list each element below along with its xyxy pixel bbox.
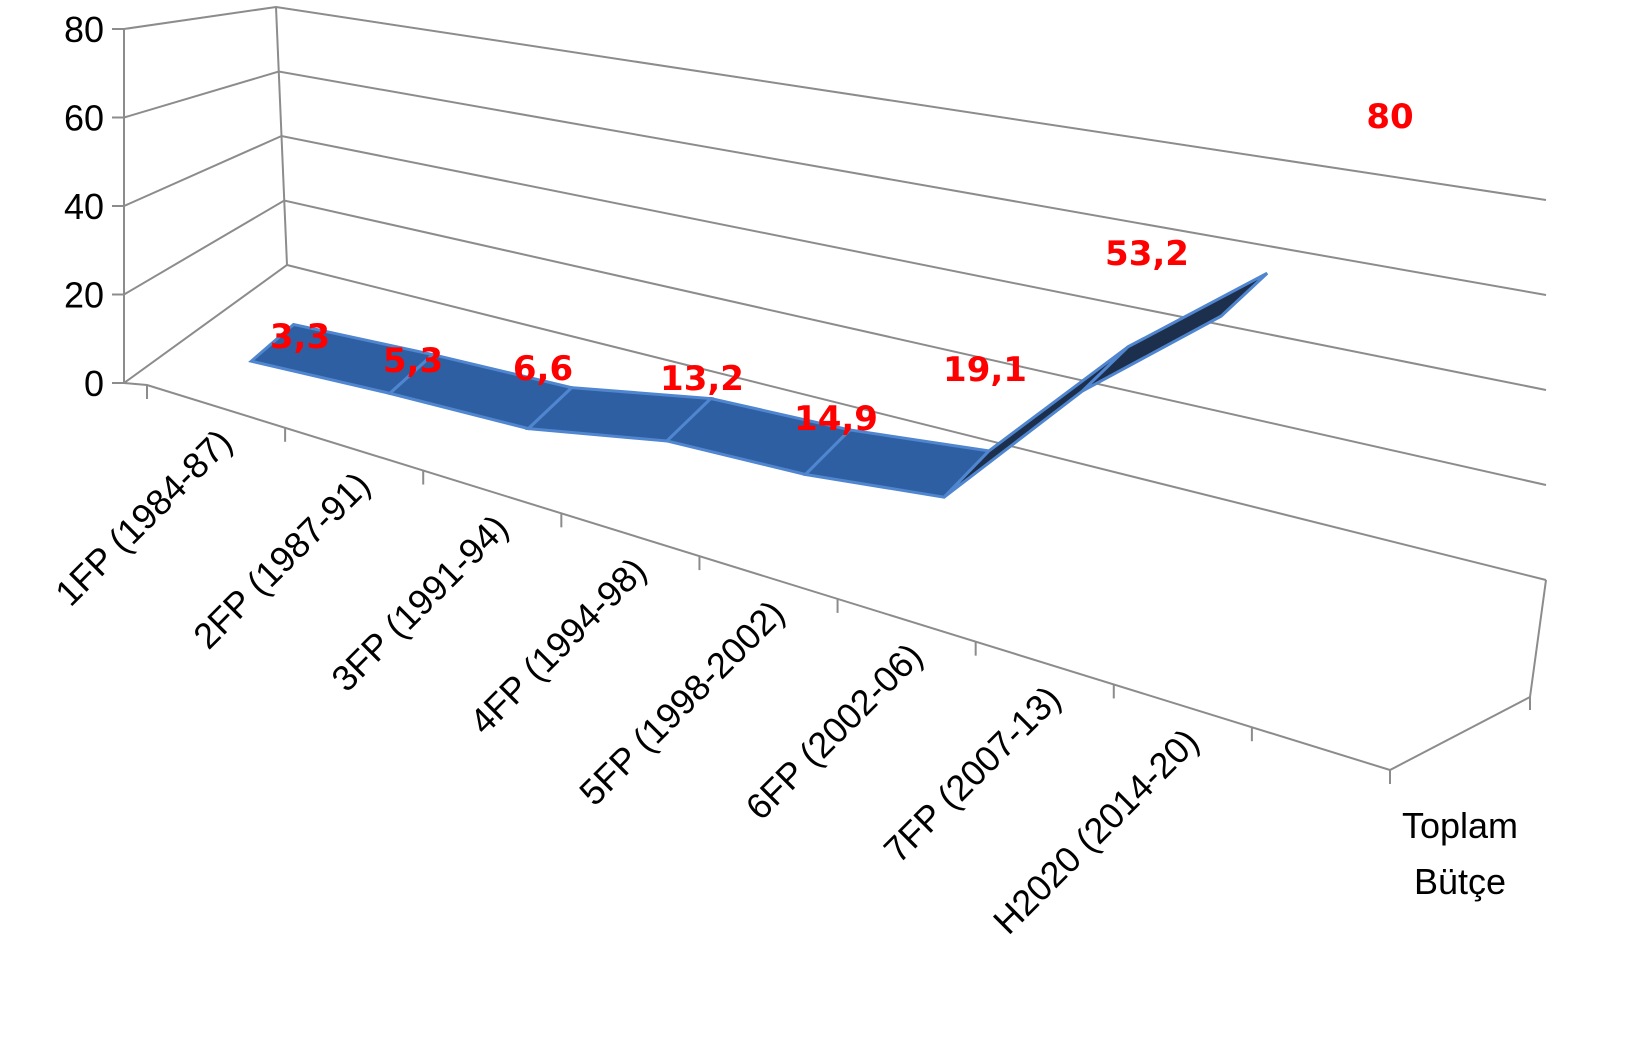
data-label: 5,3 [383,341,443,381]
data-label: 80 [1366,97,1413,137]
x-tick-label: 1FP (1984-87) [47,421,240,614]
x-tick-label: 7FP (2007-13) [876,678,1069,871]
data-labels: 3,3 5,3 6,6 13,2 14,9 19,1 53,2 80 [270,97,1414,439]
y-tick-label: 80 [64,9,104,50]
x-tick-label-line: Bütçe [1414,861,1506,902]
x-tick-label: Toplam Bütçe [1402,805,1518,902]
ribbon-segment [1081,271,1269,393]
y-tick-label: 40 [64,186,104,227]
data-label: 53,2 [1105,234,1189,274]
x-tick-label: 4FP (1994-98) [461,549,654,742]
y-axis-ticks: 0 20 40 60 80 [64,9,124,404]
gridline [123,70,1547,296]
data-label: 3,3 [270,317,330,357]
y-tick-label: 0 [84,363,104,404]
x-tick-label-line: Toplam [1402,805,1518,846]
data-label: 6,6 [513,349,573,389]
y-tick-label: 60 [64,98,104,139]
back-wall-edge [275,6,288,266]
gridline [123,5,1547,201]
x-tick-label: 3FP (1991-94) [323,507,516,700]
y-tick-label: 20 [64,275,104,316]
floor-right-edge [1529,579,1547,698]
data-label: 19,1 [943,350,1027,390]
line-series [248,271,1269,499]
data-label: 13,2 [660,359,744,399]
x-tick-label: 6FP (2002-06) [738,635,931,828]
x-axis-line [123,382,1531,772]
x-tick-label: 2FP (1987-91) [185,464,378,657]
data-label: 14,9 [794,399,878,439]
